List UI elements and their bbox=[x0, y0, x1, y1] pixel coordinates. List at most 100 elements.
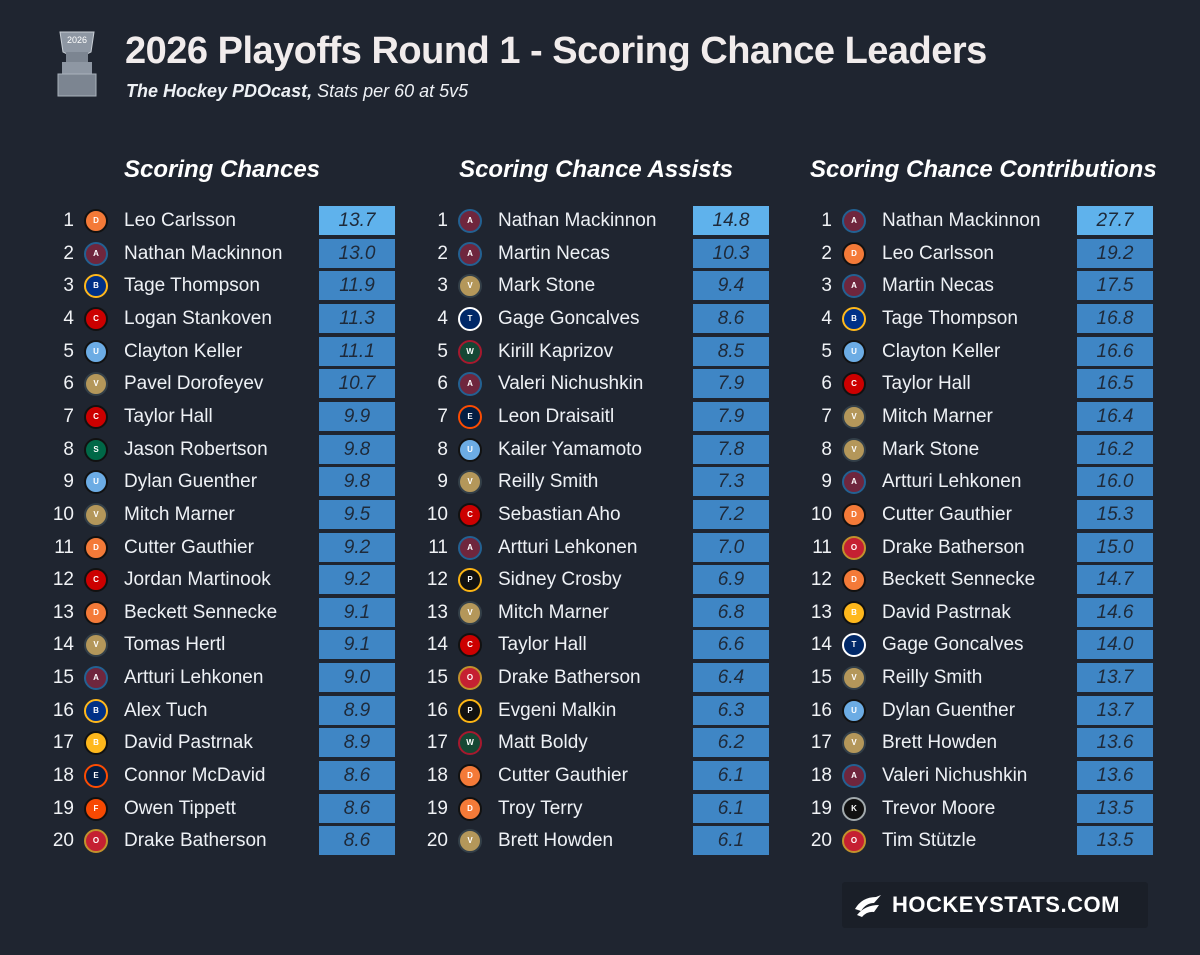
rank-number: 18 bbox=[810, 765, 832, 787]
rank-number: 1 bbox=[63, 210, 74, 231]
rank-number: 14 bbox=[52, 634, 74, 656]
table-row: 5 U Clayton Keller 16.6 bbox=[810, 336, 1154, 367]
golden-knights-team-logo-icon: V bbox=[842, 666, 866, 691]
table-row: 13 D Beckett Sennecke 9.1 bbox=[52, 597, 396, 628]
stat-value-cell: 6.4 bbox=[693, 663, 769, 693]
table-row: 3 B Tage Thompson 11.9 bbox=[52, 271, 396, 301]
bruins-team-logo-icon: B bbox=[842, 600, 866, 625]
player-name: Leo Carlsson bbox=[124, 210, 236, 231]
hurricanes-team-logo-icon: C bbox=[458, 502, 482, 527]
table-row: 2 A Nathan Mackinnon 13.0 bbox=[52, 238, 396, 269]
table-row: 14 V Tomas Hertl 9.1 bbox=[52, 630, 396, 660]
stat-value-cell: 9.1 bbox=[319, 630, 395, 660]
stat-value-cell: 7.0 bbox=[693, 532, 769, 562]
utah-team-logo-icon: U bbox=[458, 437, 482, 462]
player-name: Nathan Mackinnon bbox=[498, 210, 657, 231]
stat-value-cell: 14.7 bbox=[1077, 565, 1153, 595]
rank-number: 10 bbox=[52, 503, 74, 525]
stat-value-cell: 9.9 bbox=[319, 401, 395, 431]
table-row: 12 P Sidney Crosby 6.9 bbox=[426, 565, 770, 595]
rank-number: 11 bbox=[54, 536, 74, 558]
avalanche-team-logo-icon: A bbox=[458, 209, 482, 233]
golden-knights-team-logo-icon: V bbox=[842, 437, 866, 462]
avalanche-team-logo-icon: A bbox=[842, 470, 866, 495]
rank-number: 7 bbox=[821, 405, 832, 427]
player-name: Artturi Lehkonen bbox=[124, 667, 264, 689]
table-row: 10 D Cutter Gauthier 15.3 bbox=[810, 499, 1154, 530]
rank-number: 5 bbox=[63, 340, 74, 362]
stat-value-cell: 7.9 bbox=[693, 369, 769, 399]
table-row: 18 A Valeri Nichushkin 13.6 bbox=[810, 761, 1154, 791]
table-row: 8 U Kailer Yamamoto 7.8 bbox=[426, 434, 770, 465]
rank-number: 18 bbox=[52, 765, 74, 787]
golden-knights-team-logo-icon: V bbox=[842, 731, 866, 756]
stat-value-cell: 9.2 bbox=[319, 532, 395, 562]
player-name: Evgeni Malkin bbox=[498, 699, 617, 721]
stat-value-cell: 17.5 bbox=[1077, 271, 1153, 301]
stat-value-cell: 13.7 bbox=[319, 206, 395, 235]
player-name: Cutter Gauthier bbox=[124, 536, 254, 558]
hockeystats-brand[interactable]: HOCKEYSTATS.COM bbox=[842, 882, 1148, 928]
page-title: 2026 Playoffs Round 1 - Scoring Chance L… bbox=[125, 30, 987, 72]
player-name: Mark Stone bbox=[498, 275, 596, 297]
rank-number: 11 bbox=[428, 536, 448, 558]
wild-team-logo-icon: W bbox=[458, 339, 482, 364]
stat-value-cell: 13.5 bbox=[1077, 793, 1153, 823]
oilers-team-logo-icon: E bbox=[458, 404, 482, 429]
rank-number: 17 bbox=[52, 732, 74, 754]
player-name: Leo Carlsson bbox=[882, 242, 994, 264]
table-row: 4 C Logan Stankoven 11.3 bbox=[52, 303, 396, 334]
table-row: 20 O Drake Batherson 8.6 bbox=[52, 826, 396, 856]
player-name: Clayton Keller bbox=[882, 340, 1001, 362]
stat-value-cell: 9.8 bbox=[319, 434, 395, 464]
rank-number: 6 bbox=[63, 373, 74, 395]
rank-number: 19 bbox=[426, 797, 448, 819]
rank-number: 20 bbox=[426, 830, 448, 852]
column-title-scoring-chance-contributions: Scoring Chance Contributions bbox=[810, 156, 1157, 183]
ducks-team-logo-icon: D bbox=[842, 568, 866, 593]
stat-value-cell: 7.8 bbox=[693, 434, 769, 464]
player-name: Nathan Mackinnon bbox=[882, 210, 1041, 231]
bruins-team-logo-icon: B bbox=[84, 731, 108, 756]
stat-value-cell: 9.0 bbox=[319, 663, 395, 693]
ducks-team-logo-icon: D bbox=[84, 600, 108, 625]
table-row: 8 S Jason Robertson 9.8 bbox=[52, 434, 396, 465]
stat-value-cell: 6.1 bbox=[693, 793, 769, 823]
table-row: 4 T Gage Goncalves 8.6 bbox=[426, 303, 770, 334]
player-name: Mark Stone bbox=[882, 438, 980, 460]
stat-value-cell: 27.7 bbox=[1077, 206, 1153, 235]
stat-value-cell: 11.1 bbox=[319, 336, 395, 366]
stat-value-cell: 13.7 bbox=[1077, 695, 1153, 725]
rank-number: 12 bbox=[810, 569, 832, 591]
rank-number: 20 bbox=[52, 830, 74, 852]
player-name: Troy Terry bbox=[498, 797, 583, 819]
rank-number: 16 bbox=[52, 699, 74, 721]
kings-team-logo-icon: K bbox=[842, 796, 866, 821]
player-name: Gage Goncalves bbox=[882, 634, 1024, 656]
table-row: 7 E Leon Draisaitl 7.9 bbox=[426, 401, 770, 432]
subtitle-source: The Hockey PDOcast, bbox=[126, 81, 313, 101]
player-name: Reilly Smith bbox=[498, 471, 599, 493]
table-row: 2 D Leo Carlsson 19.2 bbox=[810, 238, 1154, 269]
ducks-team-logo-icon: D bbox=[84, 535, 108, 560]
stat-value-cell: 9.8 bbox=[319, 467, 395, 497]
rank-number: 7 bbox=[63, 405, 74, 427]
senators-team-logo-icon: O bbox=[84, 829, 108, 854]
sabres-team-logo-icon: B bbox=[84, 698, 108, 723]
stat-value-cell: 8.6 bbox=[319, 761, 395, 791]
golden-knights-team-logo-icon: V bbox=[84, 372, 108, 397]
ducks-team-logo-icon: D bbox=[458, 796, 482, 821]
table-row: 11 A Artturi Lehkonen 7.0 bbox=[426, 532, 770, 563]
table-row: 10 V Mitch Marner 9.5 bbox=[52, 499, 396, 530]
table-row: 2 A Martin Necas 10.3 bbox=[426, 238, 770, 269]
ducks-team-logo-icon: D bbox=[84, 209, 108, 233]
table-row: 7 C Taylor Hall 9.9 bbox=[52, 401, 396, 432]
golden-knights-team-logo-icon: V bbox=[84, 633, 108, 658]
player-name: Artturi Lehkonen bbox=[882, 471, 1022, 493]
stat-value-cell: 6.8 bbox=[693, 597, 769, 627]
stat-value-cell: 13.6 bbox=[1077, 761, 1153, 791]
stat-value-cell: 6.1 bbox=[693, 761, 769, 791]
player-name: Valeri Nichushkin bbox=[882, 765, 1028, 787]
avalanche-team-logo-icon: A bbox=[458, 372, 482, 397]
rank-number: 17 bbox=[426, 732, 448, 754]
